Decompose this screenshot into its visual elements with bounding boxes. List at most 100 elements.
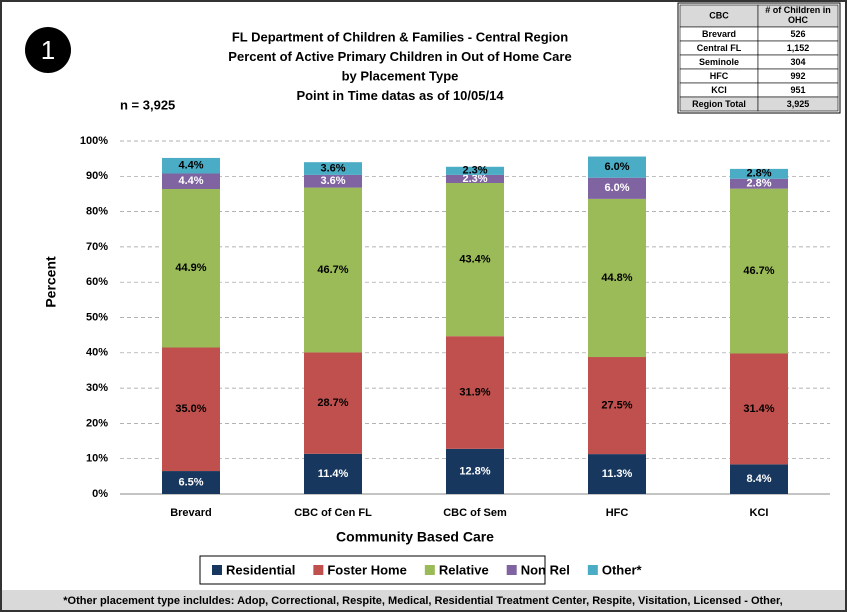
y-tick-label: 20% [86,417,108,429]
y-tick-label: 40% [86,347,108,359]
bar-segment [446,336,504,449]
legend-box [199,555,546,585]
data-label: 4.4% [178,160,203,172]
table-text: Region Total [692,99,746,109]
table-header: CBC [709,10,729,20]
data-label: 11.4% [318,468,349,480]
annotation: n = 3,925 [120,97,175,112]
data-label: 2.3% [462,173,487,185]
bar-segment [730,178,788,189]
legend-label: Relative [439,562,489,577]
table-text: Brevard [702,29,736,39]
bar-segment [304,174,362,188]
legend-swatch [587,565,598,575]
y-tick-label: 80% [86,206,108,218]
data-label: 44.9% [175,262,206,274]
legend-label: Residential [226,562,295,577]
data-label: 6.5% [178,476,203,488]
data-label: 46.7% [743,265,774,277]
data-label: 4.4% [178,175,203,187]
bar-segment [304,352,362,454]
table-cell [757,96,839,112]
y-tick-label: 70% [86,241,108,253]
bar-segment [304,187,362,353]
bar-segment [162,157,220,174]
bar-segment [588,156,646,178]
table-text: Seminole [699,57,739,67]
data-label: 2.8% [746,168,771,180]
data-label: 46.7% [317,264,348,276]
table-text: 1,152 [787,43,810,53]
x-tick-label: KCI [750,507,769,519]
bar-segment [730,188,788,354]
y-tick-label: 10% [86,453,108,465]
badge [25,27,71,73]
bar-segment [730,464,788,494]
chart-title: Point in Time datas as of 10/05/14 [296,88,504,103]
y-tick-label: 60% [86,276,108,288]
chart-title: by Placement Type [342,68,459,83]
bar-segment [588,454,646,494]
bar-segment [162,189,220,348]
chart-title: Percent of Active Primary Children in Ou… [228,49,571,64]
y-tick-label: 30% [86,382,108,394]
bar-segment [162,471,220,494]
y-tick-label: 0% [92,488,108,500]
bar-segment [162,347,220,472]
data-label: 35.0% [175,403,206,415]
x-tick-label: Brevard [170,507,212,519]
x-tick-label: CBC of Sem [443,507,507,519]
footnote: *Other placement type incluldes: Adop, C… [63,595,782,607]
legend-swatch [506,565,517,575]
bar-segment [588,177,646,199]
data-label: 27.5% [601,399,632,411]
data-label: 44.8% [601,272,632,284]
bar-segment [588,198,646,358]
y-tick-label: 100% [80,135,108,147]
bar-segment [446,183,504,337]
bar-segment [304,453,362,494]
data-label: 6.0% [604,161,629,173]
legend-swatch [212,565,222,575]
y-tick-label: 50% [86,311,108,323]
legend-swatch [424,565,435,575]
table-text: 951 [790,85,805,95]
data-label: 31.9% [459,386,490,398]
table-text: HFC [710,71,729,81]
legend-swatch [313,565,324,575]
data-label: 3.6% [320,162,345,174]
table-text: 526 [790,29,805,39]
bar-segment [446,166,504,175]
legend-label: Other* [602,562,643,577]
bar-segment [162,173,220,190]
data-label: 6.0% [604,182,629,194]
footnote-band [2,590,845,610]
bar-segment [446,174,504,184]
bar-segment [730,353,788,465]
bar-segment [446,448,504,494]
bar-segment [588,357,646,455]
x-tick-label: HFC [606,507,629,519]
data-label: 11.3% [602,468,633,480]
y-axis-label: Percent [43,256,59,308]
badge-number: 1 [41,35,55,65]
legend-label: Non Rel [521,562,570,577]
x-tick-label: CBC of Cen FL [294,507,372,519]
table-text: 3,925 [787,99,810,109]
table-text: KCI [711,85,727,95]
x-axis-label: Community Based Care [336,529,494,545]
data-label: 2.3% [462,165,487,177]
data-label: 3.6% [320,175,345,187]
data-label: 2.8% [746,178,771,190]
data-label: 43.4% [459,254,490,266]
bar-segment [730,168,788,179]
y-tick-label: 90% [86,170,108,182]
table-header: # of Children in OHC [765,5,831,25]
bar-segment [304,162,362,175]
table-text: 992 [790,71,805,81]
chart-title: FL Department of Children & Families - C… [232,29,568,44]
legend-label: Foster Home [327,562,406,577]
table-text: Central FL [697,43,742,53]
table-text: 304 [790,57,805,67]
